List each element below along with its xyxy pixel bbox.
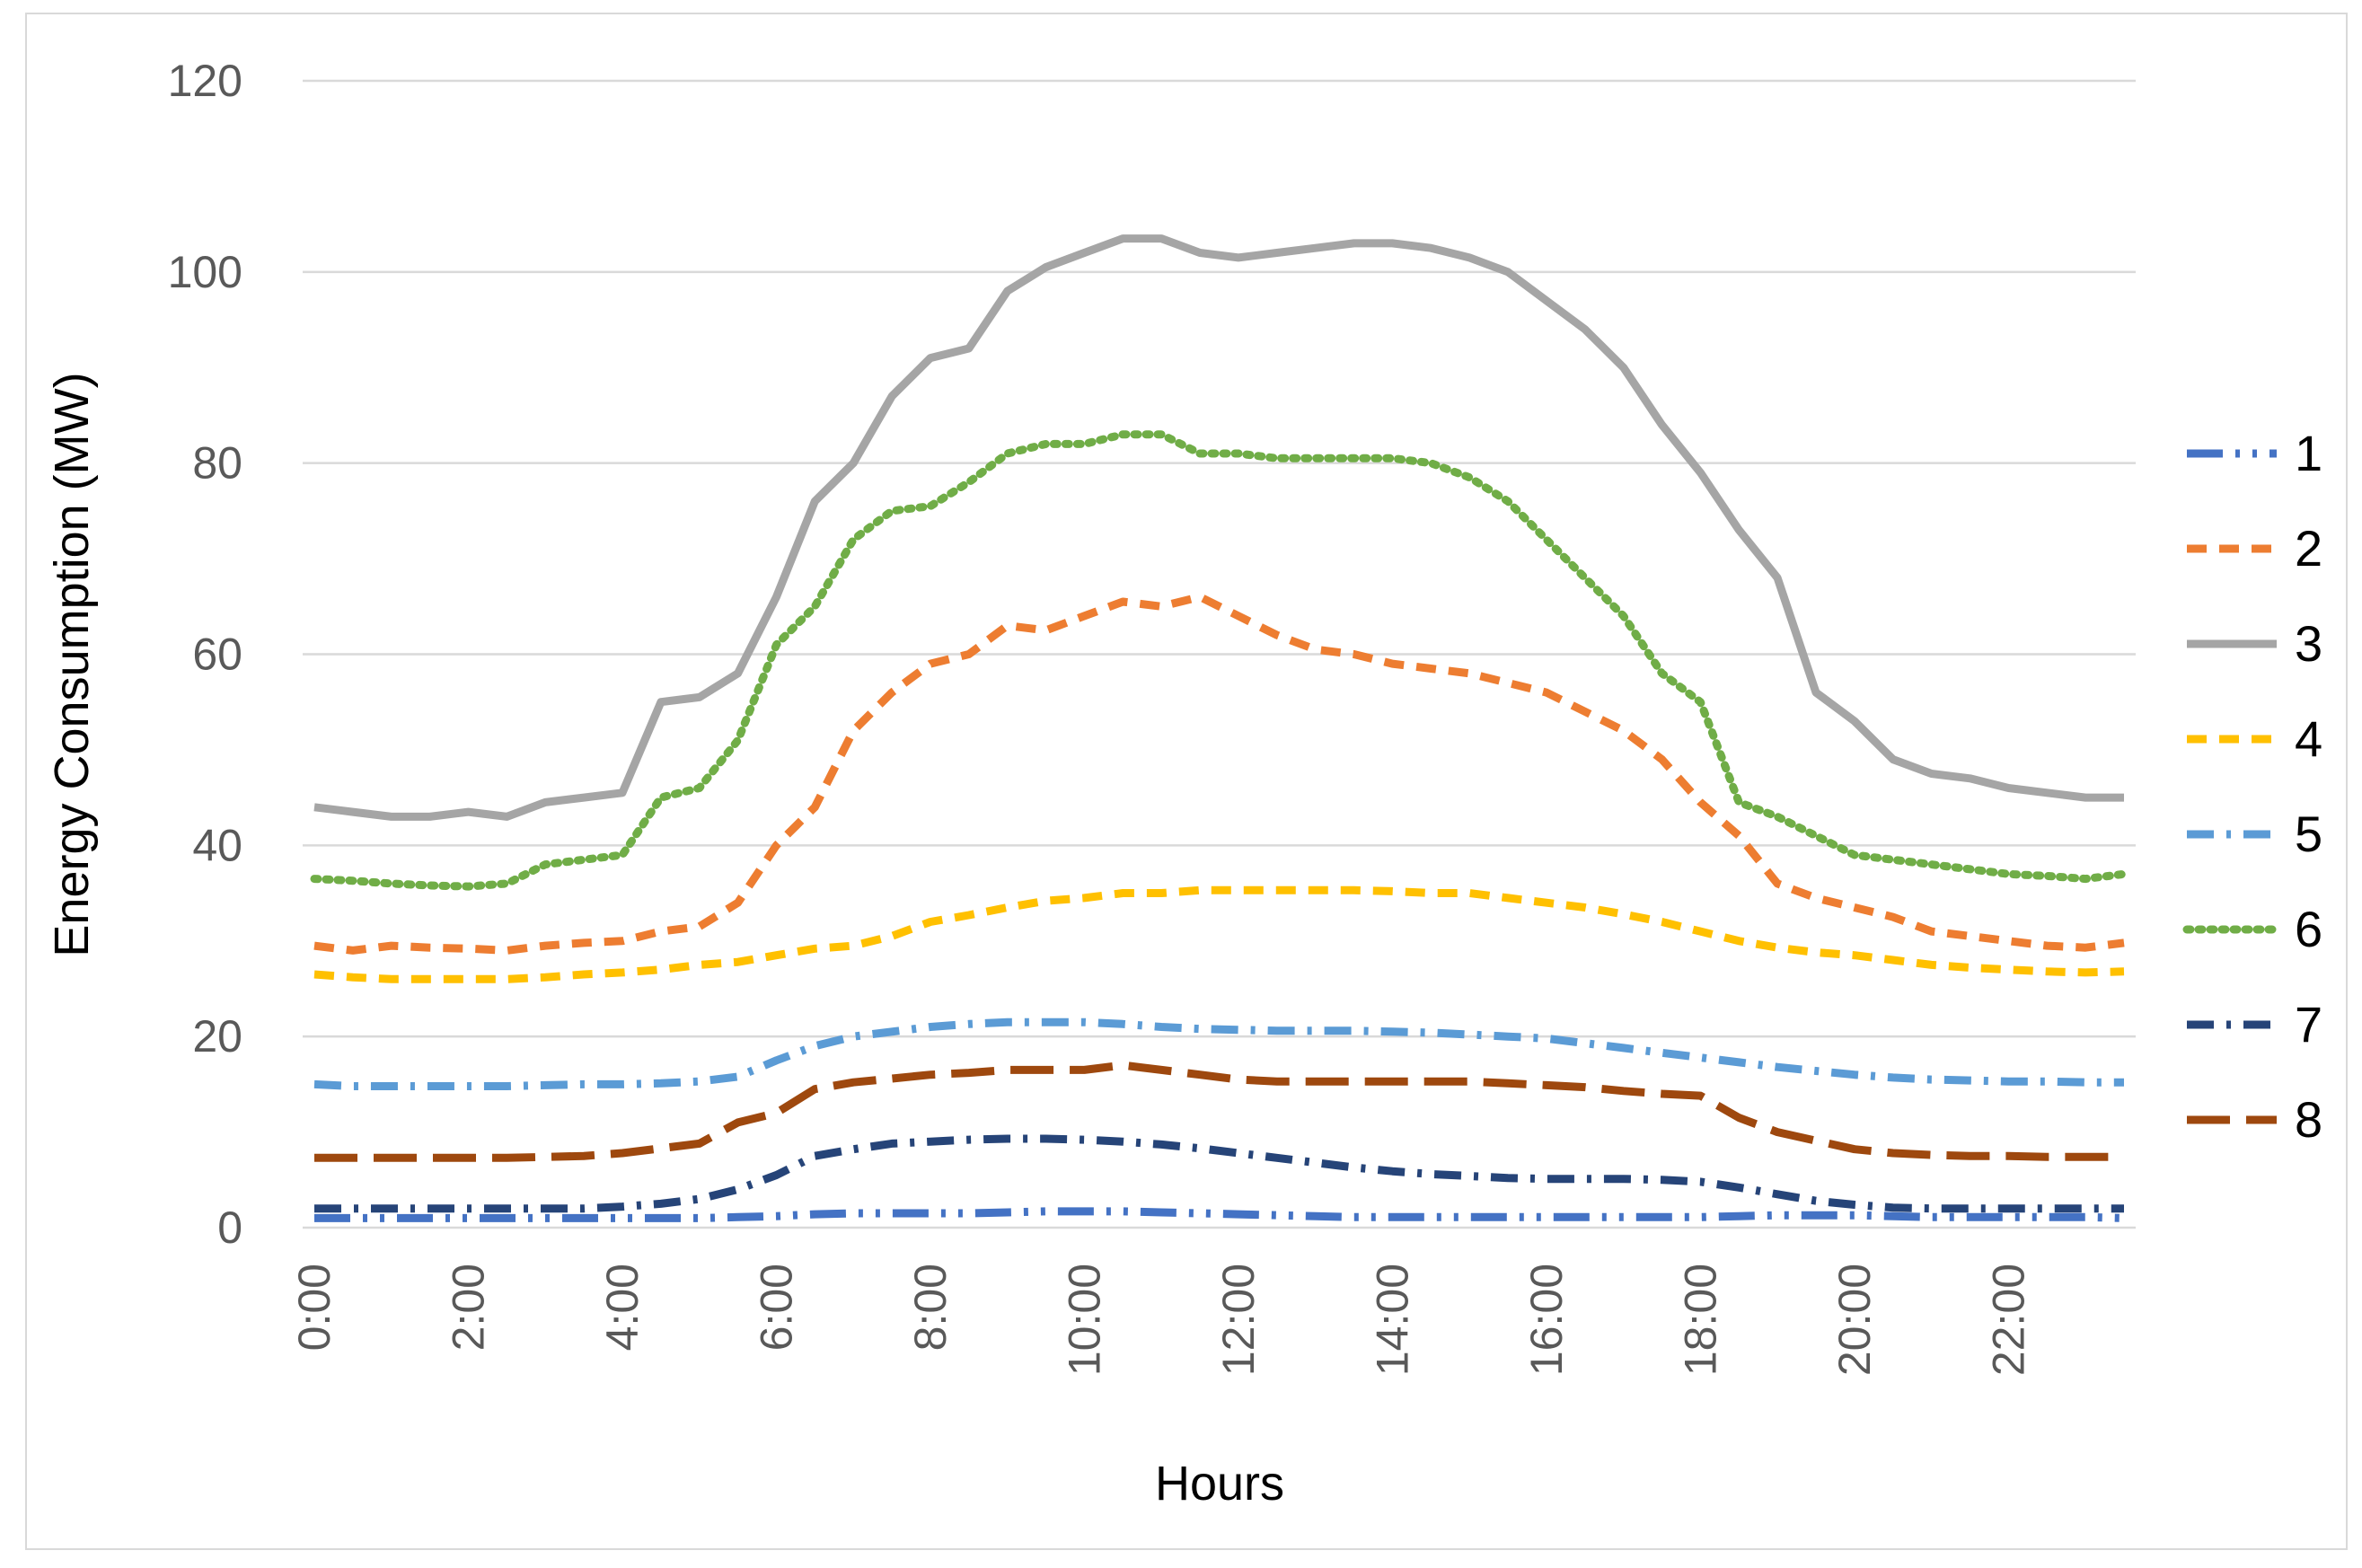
y-tick-label: 20 (192, 1011, 242, 1061)
legend-label-5: 5 (2295, 806, 2322, 862)
x-axis-title: Hours (1155, 1457, 1284, 1511)
x-tick-label: 8:00 (905, 1264, 956, 1351)
series-line-8 (314, 1061, 2124, 1162)
y-tick-label: 100 (168, 247, 242, 297)
x-tick-label: 6:00 (751, 1264, 801, 1351)
series-line-6 (310, 430, 2128, 891)
legend-label-8: 8 (2295, 1091, 2322, 1148)
y-tick-label: 40 (192, 820, 242, 870)
legend: 1 2 3 4 5 6 7 8 (2182, 425, 2322, 1148)
series-line-4 (313, 885, 2125, 983)
x-tick-label: 4:00 (597, 1264, 648, 1351)
legend-label-6: 6 (2295, 901, 2322, 957)
x-tick-label: 2:00 (443, 1264, 493, 1351)
series-line-1 (314, 1207, 2125, 1222)
y-tick-label: 80 (192, 438, 242, 489)
y-tick-label: 0 (217, 1202, 242, 1253)
y-axis-ticks: 0 20 40 60 80 100 120 (168, 56, 242, 1253)
y-axis-title: Energy Consumption (MW) (45, 372, 99, 956)
x-tick-label: 12:00 (1213, 1264, 1264, 1376)
legend-label-7: 7 (2295, 996, 2322, 1053)
x-tick-label: 20:00 (1829, 1264, 1880, 1376)
x-tick-label: 18:00 (1675, 1264, 1725, 1376)
legend-label-2: 2 (2295, 520, 2322, 577)
series-line-3 (313, 234, 2124, 821)
series-line-2 (313, 593, 2125, 955)
x-tick-label: 22:00 (1983, 1264, 2033, 1376)
gridlines (303, 79, 2136, 1229)
series-lines (310, 234, 2128, 1222)
x-axis-ticks: 0:00 2:00 4:00 6:00 8:00 10:00 12:00 14:00 16:00… (289, 1264, 2033, 1376)
x-tick-label: 16:00 (1521, 1264, 1572, 1376)
y-tick-label: 60 (192, 630, 242, 680)
series-line-5 (313, 1017, 2124, 1090)
x-tick-label: 14:00 (1367, 1264, 1417, 1376)
x-tick-label: 0:00 (289, 1264, 339, 1351)
legend-label-1: 1 (2295, 425, 2322, 481)
legend-label-3: 3 (2295, 615, 2322, 672)
x-tick-label: 10:00 (1059, 1264, 1109, 1376)
series-line-7 (314, 1134, 2124, 1213)
legend-label-4: 4 (2295, 710, 2322, 767)
y-tick-label: 120 (168, 56, 242, 106)
